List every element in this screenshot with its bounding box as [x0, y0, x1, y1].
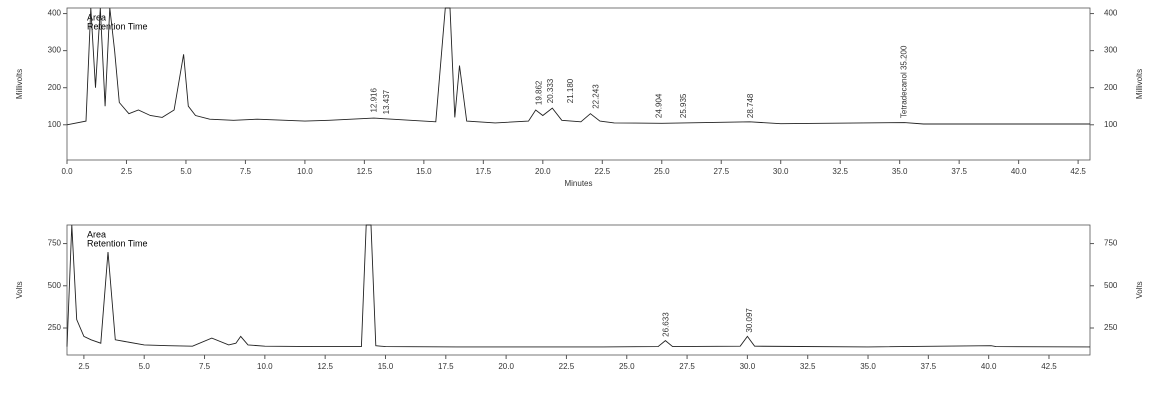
- x-tick-label: 5.0: [139, 362, 151, 371]
- y-tick-label: 400: [48, 9, 62, 18]
- x-tick-label: 7.5: [199, 362, 211, 371]
- peak-label: 26.633: [661, 312, 670, 337]
- x-tick-label: 7.5: [240, 167, 252, 176]
- x-tick-label: 27.5: [679, 362, 695, 371]
- trace: [66, 7, 1090, 126]
- x-tick-label: 17.5: [476, 167, 492, 176]
- trace: [66, 224, 1091, 348]
- x-tick-label: 0.0: [61, 167, 73, 176]
- peak-label: 13.437: [382, 89, 391, 114]
- x-tick-label: 17.5: [438, 362, 454, 371]
- legend-text: Area: [87, 12, 106, 22]
- x-tick-label: 5.0: [180, 167, 192, 176]
- x-tick-label: 42.5: [1041, 362, 1057, 371]
- x-tick-label: 37.5: [921, 362, 937, 371]
- peak-label: 25.935: [679, 93, 688, 118]
- y-axis-label: Millivolts: [15, 69, 24, 99]
- x-tick-label: 42.5: [1070, 167, 1086, 176]
- peak-label: 30.097: [745, 308, 754, 333]
- peak-label: 28.748: [746, 93, 755, 118]
- legend-text: Retention Time: [87, 21, 148, 31]
- peak-label: 12.916: [369, 87, 378, 112]
- x-tick-label: 40.0: [981, 362, 997, 371]
- x-tick-label: 30.0: [773, 167, 789, 176]
- legend-text: Retention Time: [87, 238, 148, 248]
- x-tick-label: 2.5: [78, 362, 90, 371]
- y2-tick-label: 100: [1104, 120, 1118, 129]
- y2-axis-label: Millivolts: [1135, 69, 1144, 99]
- x-tick-label: 12.5: [357, 167, 373, 176]
- y-tick-label: 500: [48, 281, 62, 290]
- x-tick-label: 40.0: [1011, 167, 1027, 176]
- y2-axis-label: Volts: [1135, 281, 1144, 298]
- peak-label: 24.904: [655, 93, 664, 118]
- y-tick-label: 200: [48, 83, 62, 92]
- x-tick-label: 12.5: [317, 362, 333, 371]
- peak-label: Tetradecanol 35.200: [900, 45, 909, 118]
- x-axis-label: Minutes: [564, 179, 592, 188]
- x-tick-label: 37.5: [951, 167, 967, 176]
- x-tick-label: 35.0: [860, 362, 876, 371]
- x-tick-label: 35.0: [892, 167, 908, 176]
- x-tick-label: 22.5: [595, 167, 611, 176]
- y-tick-label: 100: [48, 120, 62, 129]
- peak-label: 22.243: [591, 84, 600, 109]
- legend-text: Area: [87, 229, 106, 239]
- plot-frame: [66, 7, 1091, 161]
- x-tick-label: 30.0: [740, 362, 756, 371]
- peak-label: 19.862: [535, 80, 544, 105]
- y-tick-label: 300: [48, 46, 62, 55]
- y-tick-label: 750: [48, 239, 62, 248]
- x-tick-label: 10.0: [257, 362, 273, 371]
- plot-frame: [66, 224, 1091, 356]
- y2-tick-label: 750: [1104, 239, 1118, 248]
- x-tick-label: 15.0: [378, 362, 394, 371]
- y2-tick-label: 500: [1104, 281, 1118, 290]
- x-tick-label: 32.5: [832, 167, 848, 176]
- x-tick-label: 27.5: [713, 167, 729, 176]
- x-tick-label: 25.0: [654, 167, 670, 176]
- x-tick-label: 10.0: [297, 167, 313, 176]
- y-axis-label: Volts: [15, 281, 24, 298]
- x-tick-label: 15.0: [416, 167, 432, 176]
- x-tick-label: 20.0: [535, 167, 551, 176]
- x-tick-label: 25.0: [619, 362, 635, 371]
- peak-label: 20.333: [546, 78, 555, 103]
- x-tick-label: 20.0: [498, 362, 514, 371]
- peak-label: 21.180: [566, 78, 575, 103]
- y-tick-label: 250: [48, 323, 62, 332]
- x-tick-label: 22.5: [559, 362, 575, 371]
- y2-tick-label: 200: [1104, 83, 1118, 92]
- x-tick-label: 2.5: [121, 167, 133, 176]
- y2-tick-label: 300: [1104, 46, 1118, 55]
- y2-tick-label: 250: [1104, 323, 1118, 332]
- x-tick-label: 32.5: [800, 362, 816, 371]
- y2-tick-label: 400: [1104, 9, 1118, 18]
